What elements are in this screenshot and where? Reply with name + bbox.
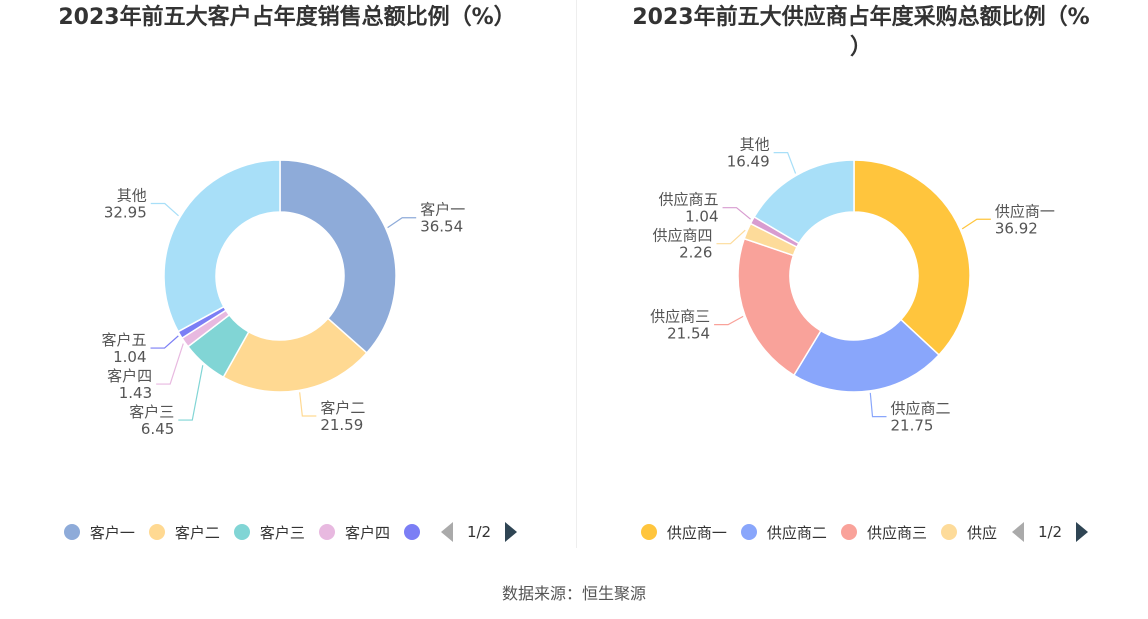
- legend-pager: 1/2: [440, 522, 518, 542]
- slice-name-label: 客户四: [107, 367, 152, 385]
- donut-slice[interactable]: [163, 159, 281, 333]
- legend-pager: 1/2: [1011, 522, 1089, 542]
- legend-page-number: 1/2: [466, 523, 492, 541]
- slice-value-label: 2.26: [679, 244, 712, 262]
- legend-label: 供应商二: [766, 523, 827, 542]
- legend-item[interactable]: 客户二: [148, 522, 220, 543]
- legend-label: 客户四: [344, 523, 390, 542]
- legend-page-number: 1/2: [1037, 523, 1063, 541]
- legend-dot: [148, 524, 165, 540]
- legend-item[interactable]: 客户三: [233, 522, 305, 543]
- legend-dot: [840, 524, 857, 540]
- slice-name-label: 供应商三: [650, 308, 710, 326]
- label-leader-line: [387, 217, 417, 229]
- slice-name-label: 供应商五: [659, 191, 719, 209]
- panel-divider: [576, 0, 577, 548]
- next-page-icon[interactable]: [1076, 522, 1089, 542]
- slice-value-label: 6.45: [141, 420, 174, 438]
- legend-dot: [63, 524, 80, 540]
- legend-dot: [940, 524, 957, 540]
- label-leader-line: [961, 218, 991, 230]
- label-leader-line: [869, 392, 887, 418]
- legend-label: 客户二: [174, 523, 220, 542]
- supplier-chart-panel: 2023年前五大供应商占年度采购总额比例（% ） 供应商一 36.92 供应商二 21…: [574, 0, 1148, 555]
- slice-value-label: 21.75: [891, 417, 934, 435]
- slice-name-label: 其他: [740, 136, 770, 154]
- legend-label: 供应: [966, 523, 997, 542]
- label-leader-line: [773, 152, 797, 174]
- slice-value-label: 32.95: [104, 204, 147, 222]
- legend-item[interactable]: 客户四: [318, 522, 390, 543]
- legend-dot: [403, 524, 420, 540]
- label-leader-line: [299, 392, 317, 417]
- legend-label: 客户三: [259, 523, 305, 542]
- legend-dot: [233, 524, 250, 540]
- label-leader-line: [150, 335, 179, 349]
- donut-slice[interactable]: [853, 159, 971, 357]
- slice-value-label: 1.43: [119, 384, 152, 402]
- donut-slice[interactable]: [737, 237, 822, 377]
- slice-value-label: 1.04: [685, 208, 718, 226]
- legend-label: 客户一: [89, 523, 135, 542]
- label-leader-line: [156, 343, 184, 385]
- donut-slice[interactable]: [753, 159, 855, 245]
- legend-dot: [318, 524, 335, 540]
- chart-title: 2023年前五大客户占年度销售总额比例（%）: [58, 5, 516, 30]
- legend-item[interactable]: 供应商三: [840, 522, 927, 543]
- slice-name-label: 客户二: [320, 399, 365, 417]
- slice-name-label: 客户三: [129, 403, 174, 421]
- slice-value-label: 1.04: [113, 348, 146, 366]
- next-page-icon[interactable]: [505, 522, 518, 542]
- slice-value-label: 21.59: [320, 416, 363, 434]
- slice-value-label: 36.54: [420, 218, 463, 236]
- legend-dot: [740, 524, 757, 540]
- label-leader-line: [150, 202, 179, 217]
- chart-legend: 客户一 客户二 客户三 客户四 1/2: [0, 519, 574, 545]
- legend-item[interactable]: 客户一: [63, 522, 135, 543]
- slice-name-label: 客户五: [102, 331, 147, 349]
- slice-name-label: 客户一: [420, 201, 465, 219]
- label-leader-line: [716, 229, 746, 245]
- label-leader-line: [722, 207, 751, 220]
- slice-value-label: 16.49: [727, 153, 770, 171]
- legend-label: 供应商一: [666, 523, 727, 542]
- legend-item[interactable]: 供应商二: [740, 522, 827, 543]
- chart-legend: 供应商一 供应商二 供应商三 供应 1/2: [574, 519, 1148, 545]
- customer-chart-panel: 2023年前五大客户占年度销售总额比例（%） 客户一 36.54 客户二 21.59 其…: [0, 0, 574, 555]
- label-leader-line: [178, 365, 204, 421]
- slice-value-label: 21.54: [667, 325, 710, 343]
- prev-page-icon[interactable]: [440, 522, 453, 542]
- slice-name-label: 供应商四: [652, 227, 712, 245]
- legend-item[interactable]: [403, 524, 430, 540]
- slice-name-label: 供应商一: [995, 202, 1055, 220]
- legend-item[interactable]: 供应商一: [640, 522, 727, 543]
- slice-name-label: 供应商二: [891, 400, 951, 418]
- slice-name-label: 其他: [117, 187, 147, 205]
- data-source-footer: 数据来源：恒生聚源: [501, 584, 646, 603]
- legend-label: 供应商三: [866, 523, 927, 542]
- chart-title: 2023年前五大供应商占年度采购总额比例（% ）: [632, 5, 1090, 60]
- legend-dot: [640, 524, 657, 540]
- slice-value-label: 36.92: [995, 219, 1038, 237]
- legend-item[interactable]: 供应: [940, 522, 1001, 543]
- donut-slice[interactable]: [279, 159, 397, 354]
- label-leader-line: [714, 315, 744, 326]
- prev-page-icon[interactable]: [1011, 522, 1024, 542]
